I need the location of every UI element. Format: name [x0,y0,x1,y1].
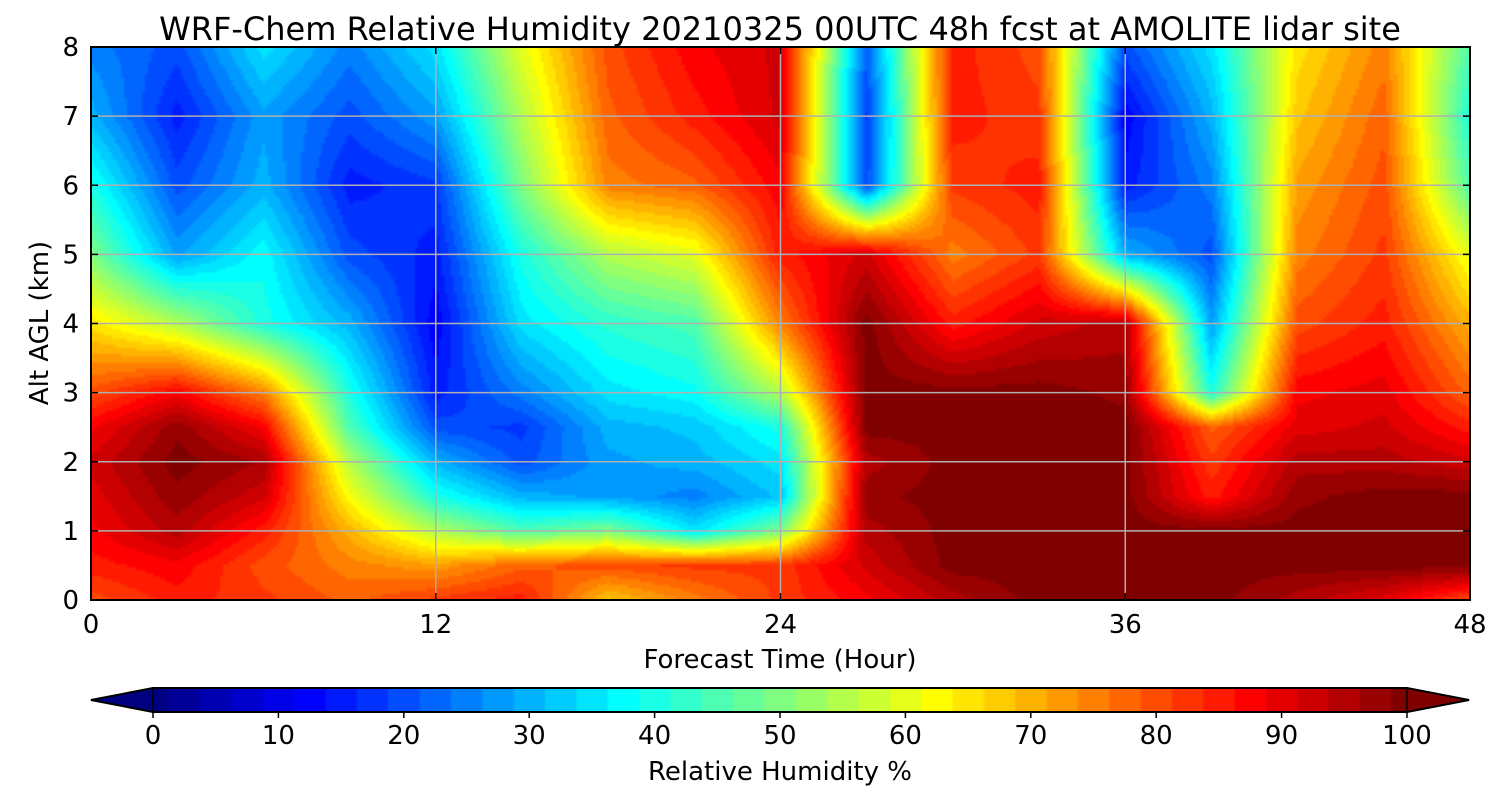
colorbar-tick-label: 50 [763,721,796,751]
y-axis-ticks: 0 1 2 3 4 5 6 7 8 [62,33,1470,616]
y-axis-label: Alt AGL (km) [25,241,55,405]
x-tick-label: 36 [1109,610,1142,640]
grid-lines [91,47,1470,600]
colorbar-tick-label: 30 [513,721,546,751]
colorbar-tick-label: 0 [145,721,162,751]
colorbar-tick-label: 40 [638,721,671,751]
colorbar-tick-label: 20 [387,721,420,751]
colorbar-label: Relative Humidity % [648,757,912,787]
y-tick-label: 6 [62,171,79,201]
y-tick-label: 7 [62,102,79,132]
x-axis-label: Forecast Time (Hour) [643,645,916,675]
colorbar-tick-label: 90 [1265,721,1298,751]
colorbar-tick-label: 70 [1014,721,1047,751]
x-tick-label: 48 [1453,610,1486,640]
y-tick-label: 5 [62,240,79,270]
y-tick-label: 3 [62,379,79,409]
x-axis-ticks: 0 12 24 36 48 [83,47,1487,640]
x-tick-label: 0 [83,610,100,640]
colorbar-tick-label: 10 [262,721,295,751]
colorbar-extend-high [1406,687,1470,713]
colorbar-tick-label: 60 [889,721,922,751]
x-tick-label: 24 [764,610,797,640]
colorbar-ticks: 0 10 20 30 40 50 60 70 80 90 100 [145,712,1432,751]
y-tick-label: 0 [62,586,79,616]
y-tick-label: 4 [62,310,79,340]
x-tick-label: 12 [419,610,452,640]
colorbar-gradient [153,688,1407,712]
y-tick-label: 2 [62,448,79,478]
colorbar-extend-low [90,687,154,713]
y-tick-label: 8 [62,33,79,63]
chart-title: WRF-Chem Relative Humidity 20210325 00UT… [159,10,1401,48]
colorbar-tick-label: 80 [1140,721,1173,751]
colorbar-tick-label: 100 [1382,721,1432,751]
y-tick-label: 1 [62,517,79,547]
